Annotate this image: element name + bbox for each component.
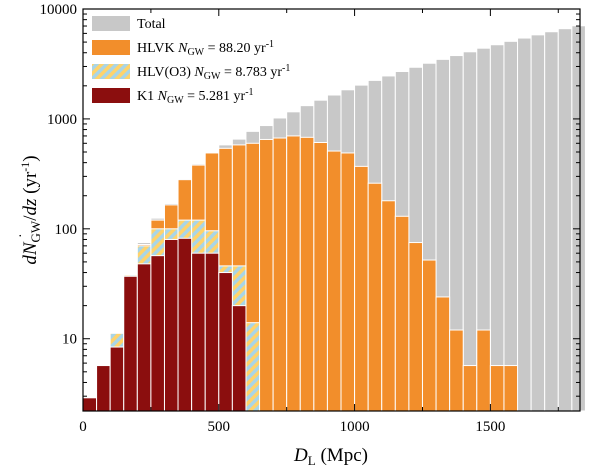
svg-text:DL (Mpc): DL (Mpc) bbox=[293, 445, 368, 468]
y-tick-label: 10 bbox=[62, 332, 77, 348]
y-tick-label: 1000 bbox=[47, 112, 77, 128]
bar bbox=[136, 263, 152, 412]
bar bbox=[340, 152, 356, 412]
bar bbox=[449, 329, 464, 412]
bar bbox=[191, 252, 206, 412]
bar bbox=[571, 25, 586, 412]
bar bbox=[204, 252, 220, 412]
legend-swatch bbox=[92, 40, 130, 55]
bar bbox=[313, 142, 328, 412]
bar bbox=[82, 397, 98, 412]
bar bbox=[489, 44, 505, 412]
y-axis: 10 100 1000 10000 bbox=[40, 2, 580, 397]
svg-text:·: · bbox=[14, 233, 29, 238]
bar bbox=[489, 365, 505, 412]
x-tick-label: 1500 bbox=[475, 419, 505, 435]
bar bbox=[408, 242, 423, 412]
bar bbox=[354, 165, 369, 412]
bar bbox=[421, 259, 437, 412]
bar bbox=[462, 51, 478, 412]
legend-label: HLV(O3) NGW = 8.783 yr-1 bbox=[137, 63, 290, 82]
bar bbox=[259, 138, 274, 412]
bar bbox=[123, 275, 138, 412]
bar bbox=[326, 150, 342, 412]
x-tick-label: 1000 bbox=[340, 419, 370, 435]
x-tick-label: 0 bbox=[79, 419, 87, 435]
svg-text:dNGW/dz (yr-1): dNGW/dz (yr-1) bbox=[18, 155, 43, 264]
bar bbox=[96, 365, 111, 412]
bar bbox=[272, 137, 288, 412]
bar bbox=[109, 346, 125, 412]
legend-label: K1 NGW = 5.281 yr-1 bbox=[137, 87, 254, 106]
bar bbox=[503, 365, 519, 412]
bar bbox=[557, 28, 573, 412]
bar bbox=[163, 238, 179, 412]
plot-frame bbox=[82, 8, 581, 412]
bar bbox=[544, 31, 559, 412]
bar bbox=[530, 34, 546, 412]
bar bbox=[299, 136, 315, 412]
bar bbox=[435, 296, 451, 412]
x-tick-label: 500 bbox=[208, 419, 231, 435]
x-axis: 0 500 1000 1500 bbox=[79, 9, 559, 435]
bar bbox=[177, 237, 193, 412]
legend-swatch bbox=[92, 88, 130, 103]
y-tick-label: 100 bbox=[55, 222, 78, 238]
legend-label: Total bbox=[137, 17, 166, 32]
bars-layer bbox=[82, 25, 586, 412]
bar bbox=[367, 182, 383, 412]
bar bbox=[231, 305, 247, 412]
legend-swatch bbox=[92, 16, 130, 31]
y-tick-label: 10000 bbox=[40, 2, 78, 18]
y-axis-title: dNGW/dz (yr-1) · bbox=[14, 155, 43, 264]
legend: Total HLVK NGW = 88.20 yr-1 HLV(O3) NGW = … bbox=[92, 16, 290, 106]
bar bbox=[218, 272, 233, 412]
bar bbox=[503, 40, 519, 412]
bar bbox=[517, 37, 532, 412]
bar bbox=[245, 322, 261, 412]
bar bbox=[394, 215, 410, 412]
bar bbox=[381, 200, 396, 412]
bar bbox=[286, 135, 301, 412]
bar bbox=[476, 329, 491, 412]
bar bbox=[462, 365, 478, 412]
legend-label: HLVK NGW = 88.20 yr-1 bbox=[137, 39, 274, 58]
bar bbox=[150, 255, 165, 412]
x-axis-title: DL (Mpc) bbox=[293, 445, 368, 468]
legend-swatch bbox=[92, 64, 130, 79]
